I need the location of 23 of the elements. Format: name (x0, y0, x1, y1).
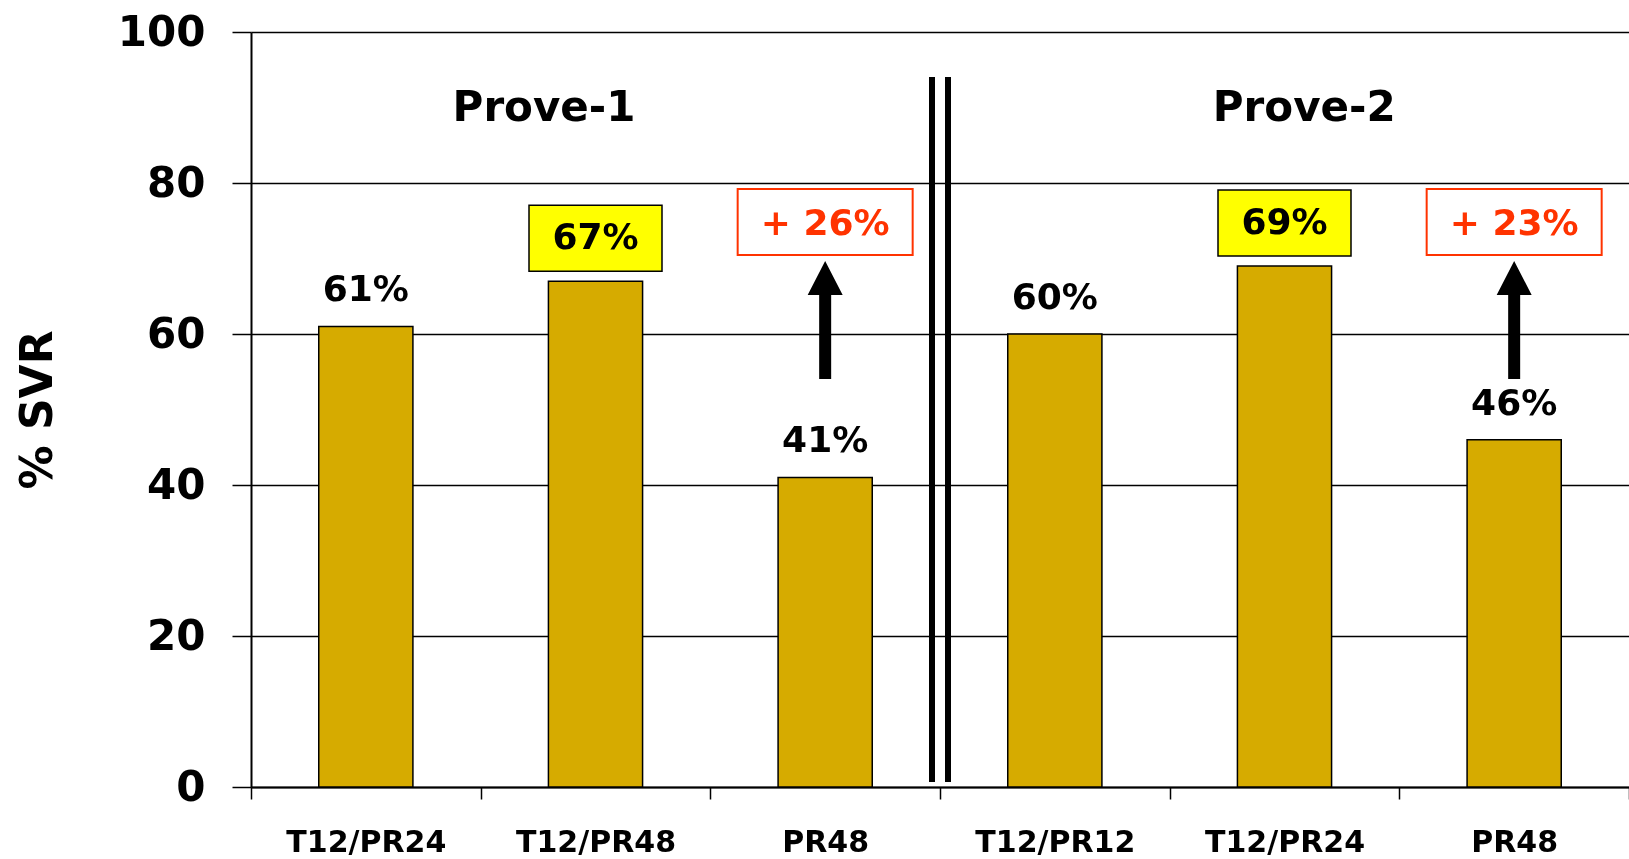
y-tick-label: 0 (176, 761, 206, 811)
y-tick-label: 80 (147, 157, 206, 207)
data-label: 67% (552, 216, 639, 258)
annotation: + 26% (760, 202, 890, 243)
x-tick-label: T12/PR24 (1204, 823, 1366, 859)
data-label: 46% (1471, 381, 1558, 423)
x-tick-label: PR48 (1471, 823, 1559, 859)
annotation: Prove-1 (452, 82, 636, 131)
data-label: 60% (1011, 276, 1098, 317)
x-tick-label: T12/PR48 (515, 823, 677, 859)
y-tick-label: 60 (147, 308, 206, 358)
annotation: Prove-2 (1212, 82, 1396, 131)
y-tick-label: 100 (117, 6, 206, 56)
y-tick-label: 40 (147, 459, 206, 509)
y-axis-title: % SVR (10, 330, 62, 490)
annotation: + 23% (1449, 202, 1579, 243)
x-tick-label: PR48 (782, 823, 870, 859)
y-tick-label: 20 (147, 610, 206, 660)
x-tick-label: T12/PR24 (286, 823, 447, 859)
data-label: 61% (322, 268, 409, 310)
data-label: 69% (1241, 201, 1328, 243)
x-tick-label: T12/PR12 (975, 823, 1136, 859)
data-label: 41% (782, 419, 869, 461)
